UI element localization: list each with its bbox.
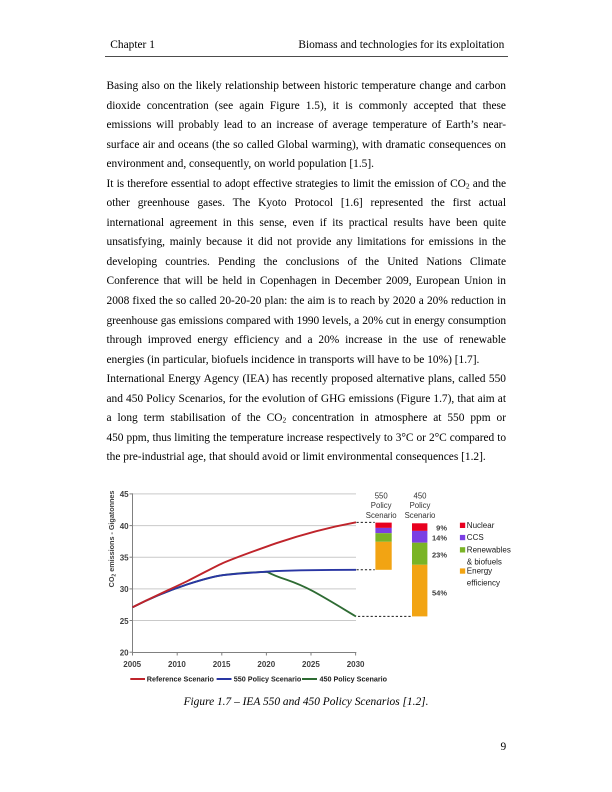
svg-text:450: 450 bbox=[413, 491, 427, 500]
svg-text:2010: 2010 bbox=[168, 660, 186, 669]
svg-text:Energy: Energy bbox=[467, 567, 492, 576]
svg-text:2015: 2015 bbox=[213, 660, 231, 669]
svg-text:30: 30 bbox=[120, 585, 129, 594]
svg-text:550: 550 bbox=[375, 491, 389, 500]
svg-text:Scenario: Scenario bbox=[405, 511, 436, 520]
svg-text:9%: 9% bbox=[436, 523, 447, 532]
svg-text:23%: 23% bbox=[432, 551, 447, 560]
svg-text:Policy: Policy bbox=[410, 501, 431, 510]
svg-text:Renewables: Renewables bbox=[467, 545, 511, 554]
svg-text:40: 40 bbox=[120, 522, 129, 531]
svg-text:Scenario: Scenario bbox=[366, 511, 397, 520]
svg-text:CO2 emissions - Gigatonnes: CO2 emissions - Gigatonnes bbox=[107, 491, 118, 588]
svg-text:Nuclear: Nuclear bbox=[467, 521, 495, 530]
svg-text:20: 20 bbox=[120, 649, 129, 658]
svg-text:35: 35 bbox=[120, 554, 129, 563]
svg-text:CCS: CCS bbox=[467, 533, 484, 542]
svg-text:54%: 54% bbox=[432, 588, 447, 597]
svg-text:2030: 2030 bbox=[347, 660, 365, 669]
svg-text:Reference Scenario: Reference Scenario bbox=[147, 674, 215, 683]
svg-text:Policy: Policy bbox=[371, 501, 392, 510]
svg-text:550 Policy Scenario: 550 Policy Scenario bbox=[234, 674, 302, 683]
svg-text:450 Policy Scenario: 450 Policy Scenario bbox=[320, 674, 388, 683]
svg-text:25: 25 bbox=[120, 617, 129, 626]
svg-text:& biofuels: & biofuels bbox=[467, 558, 502, 567]
svg-text:2005: 2005 bbox=[123, 660, 141, 669]
svg-text:2020: 2020 bbox=[257, 660, 275, 669]
svg-text:14%: 14% bbox=[432, 534, 447, 543]
svg-text:2025: 2025 bbox=[302, 660, 320, 669]
svg-text:45: 45 bbox=[120, 490, 129, 499]
svg-text:efficiency: efficiency bbox=[467, 579, 500, 588]
